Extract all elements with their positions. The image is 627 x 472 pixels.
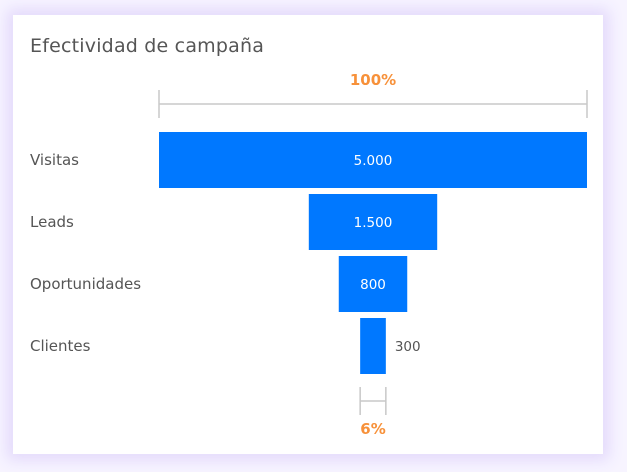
- funnel-bar-oportunidades[interactable]: [338, 256, 408, 312]
- funnel-bar-visitas[interactable]: [159, 132, 587, 188]
- category-label: Leads: [30, 213, 74, 231]
- category-label: Visitas: [30, 151, 79, 169]
- top-percent-label: 100%: [350, 71, 396, 89]
- top-percent-bracket: [158, 90, 588, 118]
- funnel-chart-card: Efectividad de campaña: [13, 15, 603, 454]
- bottom-percent-bracket: [359, 387, 387, 415]
- value-label: 1.500: [354, 215, 393, 231]
- funnel-bar-leads[interactable]: [308, 194, 438, 250]
- value-label: 300: [395, 339, 421, 355]
- value-label: 5.000: [354, 153, 393, 169]
- category-label: Oportunidades: [30, 275, 141, 293]
- chart-title: Efectividad de campaña: [30, 35, 265, 57]
- bottom-percent-label: 6%: [360, 420, 385, 438]
- category-label: Clientes: [30, 337, 91, 355]
- value-label: 800: [360, 277, 386, 293]
- funnel-bar-clientes[interactable]: [360, 318, 386, 374]
